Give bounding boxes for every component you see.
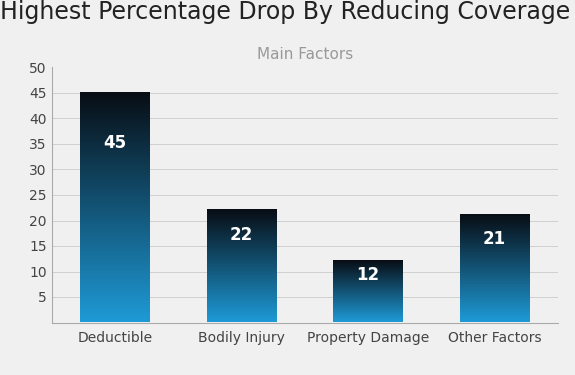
Text: 45: 45 (104, 135, 126, 153)
Text: 22: 22 (230, 226, 253, 244)
Text: 12: 12 (356, 266, 380, 284)
Title: Main Factors: Main Factors (256, 47, 353, 62)
Text: Highest Percentage Drop By Reducing Coverage: Highest Percentage Drop By Reducing Cove… (0, 0, 570, 24)
Text: 21: 21 (483, 230, 506, 248)
